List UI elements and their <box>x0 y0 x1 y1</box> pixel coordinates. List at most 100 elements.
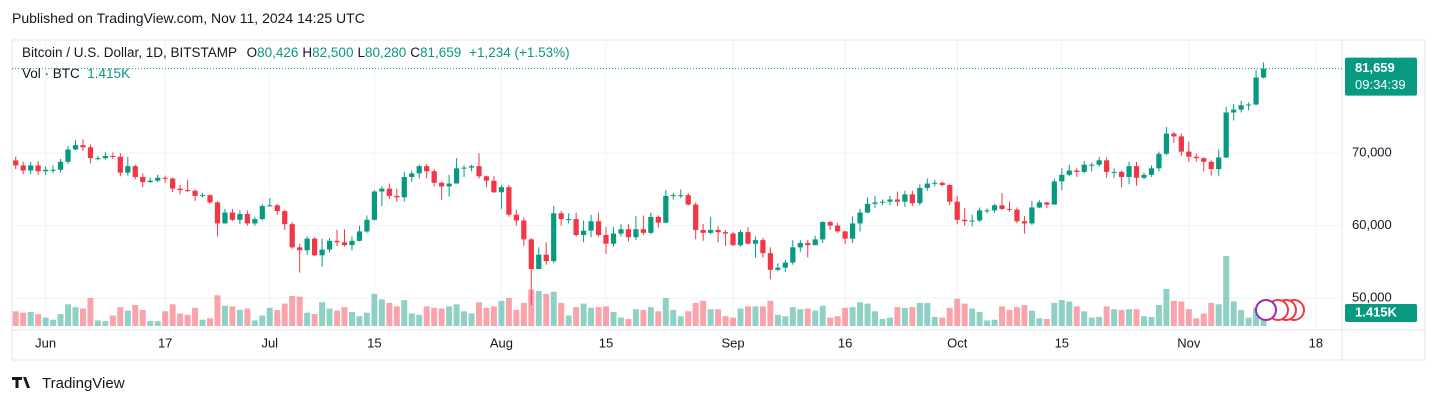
candle-body <box>297 247 303 251</box>
volume-bar <box>423 306 430 326</box>
candle-body <box>282 211 288 225</box>
candle-body <box>1186 151 1192 157</box>
candle-body <box>72 145 79 150</box>
candle-body <box>461 167 467 169</box>
candle-body <box>506 187 512 215</box>
candle-body <box>528 239 534 270</box>
candle-body <box>267 205 273 207</box>
volume-bar <box>1081 311 1088 326</box>
logo: TradingView <box>12 375 125 392</box>
logo-mark <box>12 377 30 388</box>
candle-body <box>1074 170 1080 172</box>
volume-bar <box>976 312 983 326</box>
volume-bar <box>281 303 288 326</box>
volume-bar <box>334 310 341 326</box>
candle-body <box>424 166 430 172</box>
volume-bar <box>931 316 938 326</box>
volume-bar <box>259 315 266 326</box>
volume-bar <box>214 295 221 326</box>
volume-bar <box>476 302 482 326</box>
candle-body <box>498 187 505 193</box>
candle-body <box>132 166 138 178</box>
volume-bar <box>1215 304 1222 326</box>
candle-body <box>1104 160 1110 172</box>
volume-bar <box>655 311 662 326</box>
volume-bar <box>319 302 326 326</box>
candle-body <box>349 240 355 246</box>
candle-body <box>775 267 781 270</box>
volume-bar <box>304 312 311 326</box>
candle-body <box>356 231 363 241</box>
volume-bar <box>1185 309 1192 326</box>
volume-bar <box>408 313 415 326</box>
candle-body <box>237 214 243 220</box>
candle-body <box>476 166 482 177</box>
volume-bar <box>1155 305 1162 326</box>
candle-body <box>655 216 661 223</box>
volume-bar <box>431 307 438 326</box>
candle-body <box>394 195 400 198</box>
candle-body <box>700 229 706 233</box>
price-badge <box>1345 57 1417 96</box>
volume-bar <box>20 312 27 326</box>
candle-body <box>513 214 519 221</box>
volume-bar <box>685 311 692 326</box>
candle-body <box>214 202 221 224</box>
candle-body <box>1238 105 1244 110</box>
x-tick-label: Sep <box>721 335 744 350</box>
volume-bar <box>139 309 146 326</box>
volume-bar <box>505 298 512 326</box>
candle-body <box>379 188 385 192</box>
ohlc-value: 80,280 <box>364 45 407 60</box>
volume-bar <box>625 319 632 326</box>
candle-body <box>1036 202 1043 208</box>
ohlc-value: 81,659 <box>420 45 462 60</box>
volume-bar <box>879 319 886 326</box>
volume-bar <box>1111 309 1118 326</box>
volume-bar <box>483 307 490 326</box>
candle-body <box>222 212 228 224</box>
volume-bar <box>730 317 737 326</box>
volume-bar <box>124 310 131 326</box>
candle-body <box>87 147 94 159</box>
candle-body <box>252 219 258 224</box>
volume-bar <box>886 317 893 326</box>
volume-bar <box>371 293 378 326</box>
volume-bar <box>1133 309 1140 326</box>
candle-body <box>1081 164 1087 172</box>
candle-body <box>334 240 340 243</box>
volume-bar <box>1036 318 1043 326</box>
candle-body <box>521 220 527 240</box>
volume-bar <box>1260 316 1267 326</box>
candle-body <box>439 182 445 187</box>
candle-body <box>573 219 579 236</box>
volume-bar <box>416 314 423 326</box>
volume-bar <box>819 305 826 326</box>
candle-body <box>1006 208 1013 210</box>
volume-bar <box>1028 310 1035 326</box>
volume-bar <box>1178 301 1185 326</box>
volume-bar <box>1253 307 1260 326</box>
candle-body <box>648 216 654 233</box>
volume-bar <box>1103 306 1110 326</box>
volume-bar <box>461 311 468 326</box>
x-tick-label: 15 <box>367 335 381 350</box>
volume-bar <box>617 317 624 326</box>
volume-bar <box>27 312 34 326</box>
event-icon[interactable] <box>1255 299 1277 321</box>
candle-body <box>102 156 109 159</box>
candle-body <box>1260 68 1267 78</box>
volume-bar <box>916 302 923 326</box>
candle-body <box>326 240 333 250</box>
candle-body <box>670 195 676 197</box>
candle-body <box>887 199 893 202</box>
volume-bar <box>117 307 124 326</box>
candle-body <box>939 182 945 185</box>
candle-body <box>416 166 422 174</box>
candle-body <box>588 221 594 231</box>
volume-bar <box>715 309 722 326</box>
candle-body <box>730 233 736 246</box>
candle-body <box>140 177 146 183</box>
candle-body <box>543 254 549 262</box>
